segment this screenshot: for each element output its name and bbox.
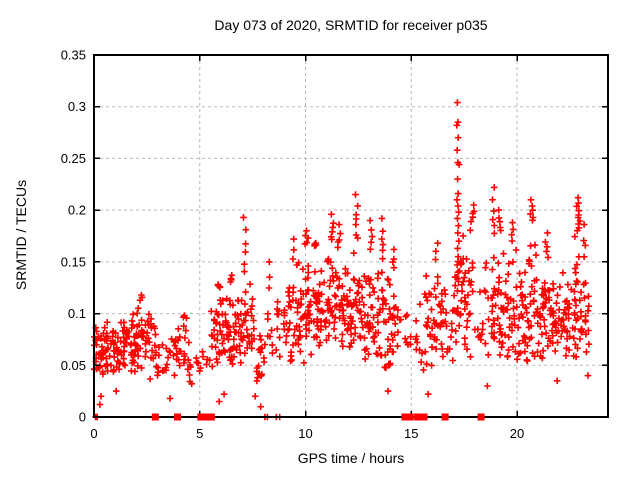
zero-gap-square xyxy=(401,413,409,421)
zero-gap-square xyxy=(420,413,428,421)
zero-gap-square xyxy=(201,413,209,421)
zero-gap-square xyxy=(477,413,485,421)
zero-gap-square xyxy=(151,413,159,421)
axis-ticks xyxy=(93,54,608,418)
y-tick-label: 0.05 xyxy=(61,358,86,373)
plot-border xyxy=(93,54,609,418)
y-tick-label: 0.1 xyxy=(68,306,86,321)
y-tick-label: 0.15 xyxy=(61,254,86,269)
grid-lines xyxy=(94,55,608,417)
y-tick-label: 0.2 xyxy=(68,203,86,218)
zero-gap-square xyxy=(174,413,182,421)
x-tick-label: 0 xyxy=(90,426,97,441)
y-tick-label: 0.35 xyxy=(61,48,86,63)
x-axis-label: GPS time / hours xyxy=(297,450,405,466)
zero-gap-square xyxy=(197,413,205,421)
y-tick-label: 0 xyxy=(79,410,86,425)
x-tick-label: 15 xyxy=(404,426,418,441)
zero-gap-square xyxy=(207,413,215,421)
zero-gap-square xyxy=(414,413,422,421)
y-tick-label: 0.25 xyxy=(61,151,86,166)
x-tick-labels: 0 5 10 15 20 xyxy=(90,426,524,441)
x-tick-label: 10 xyxy=(298,426,312,441)
y-tick-labels: 0 0.05 0.1 0.15 0.2 0.25 0.3 0.35 xyxy=(61,48,86,425)
zero-gap-square xyxy=(406,413,414,421)
x-tick-label: 5 xyxy=(196,426,203,441)
x-tick-label: 20 xyxy=(510,426,524,441)
chart-title: Day 073 of 2020, SRMTID for receiver p03… xyxy=(214,17,488,33)
zero-gap-squares xyxy=(151,413,485,421)
zero-gap-square xyxy=(441,413,449,421)
y-tick-label: 0.3 xyxy=(68,99,86,114)
